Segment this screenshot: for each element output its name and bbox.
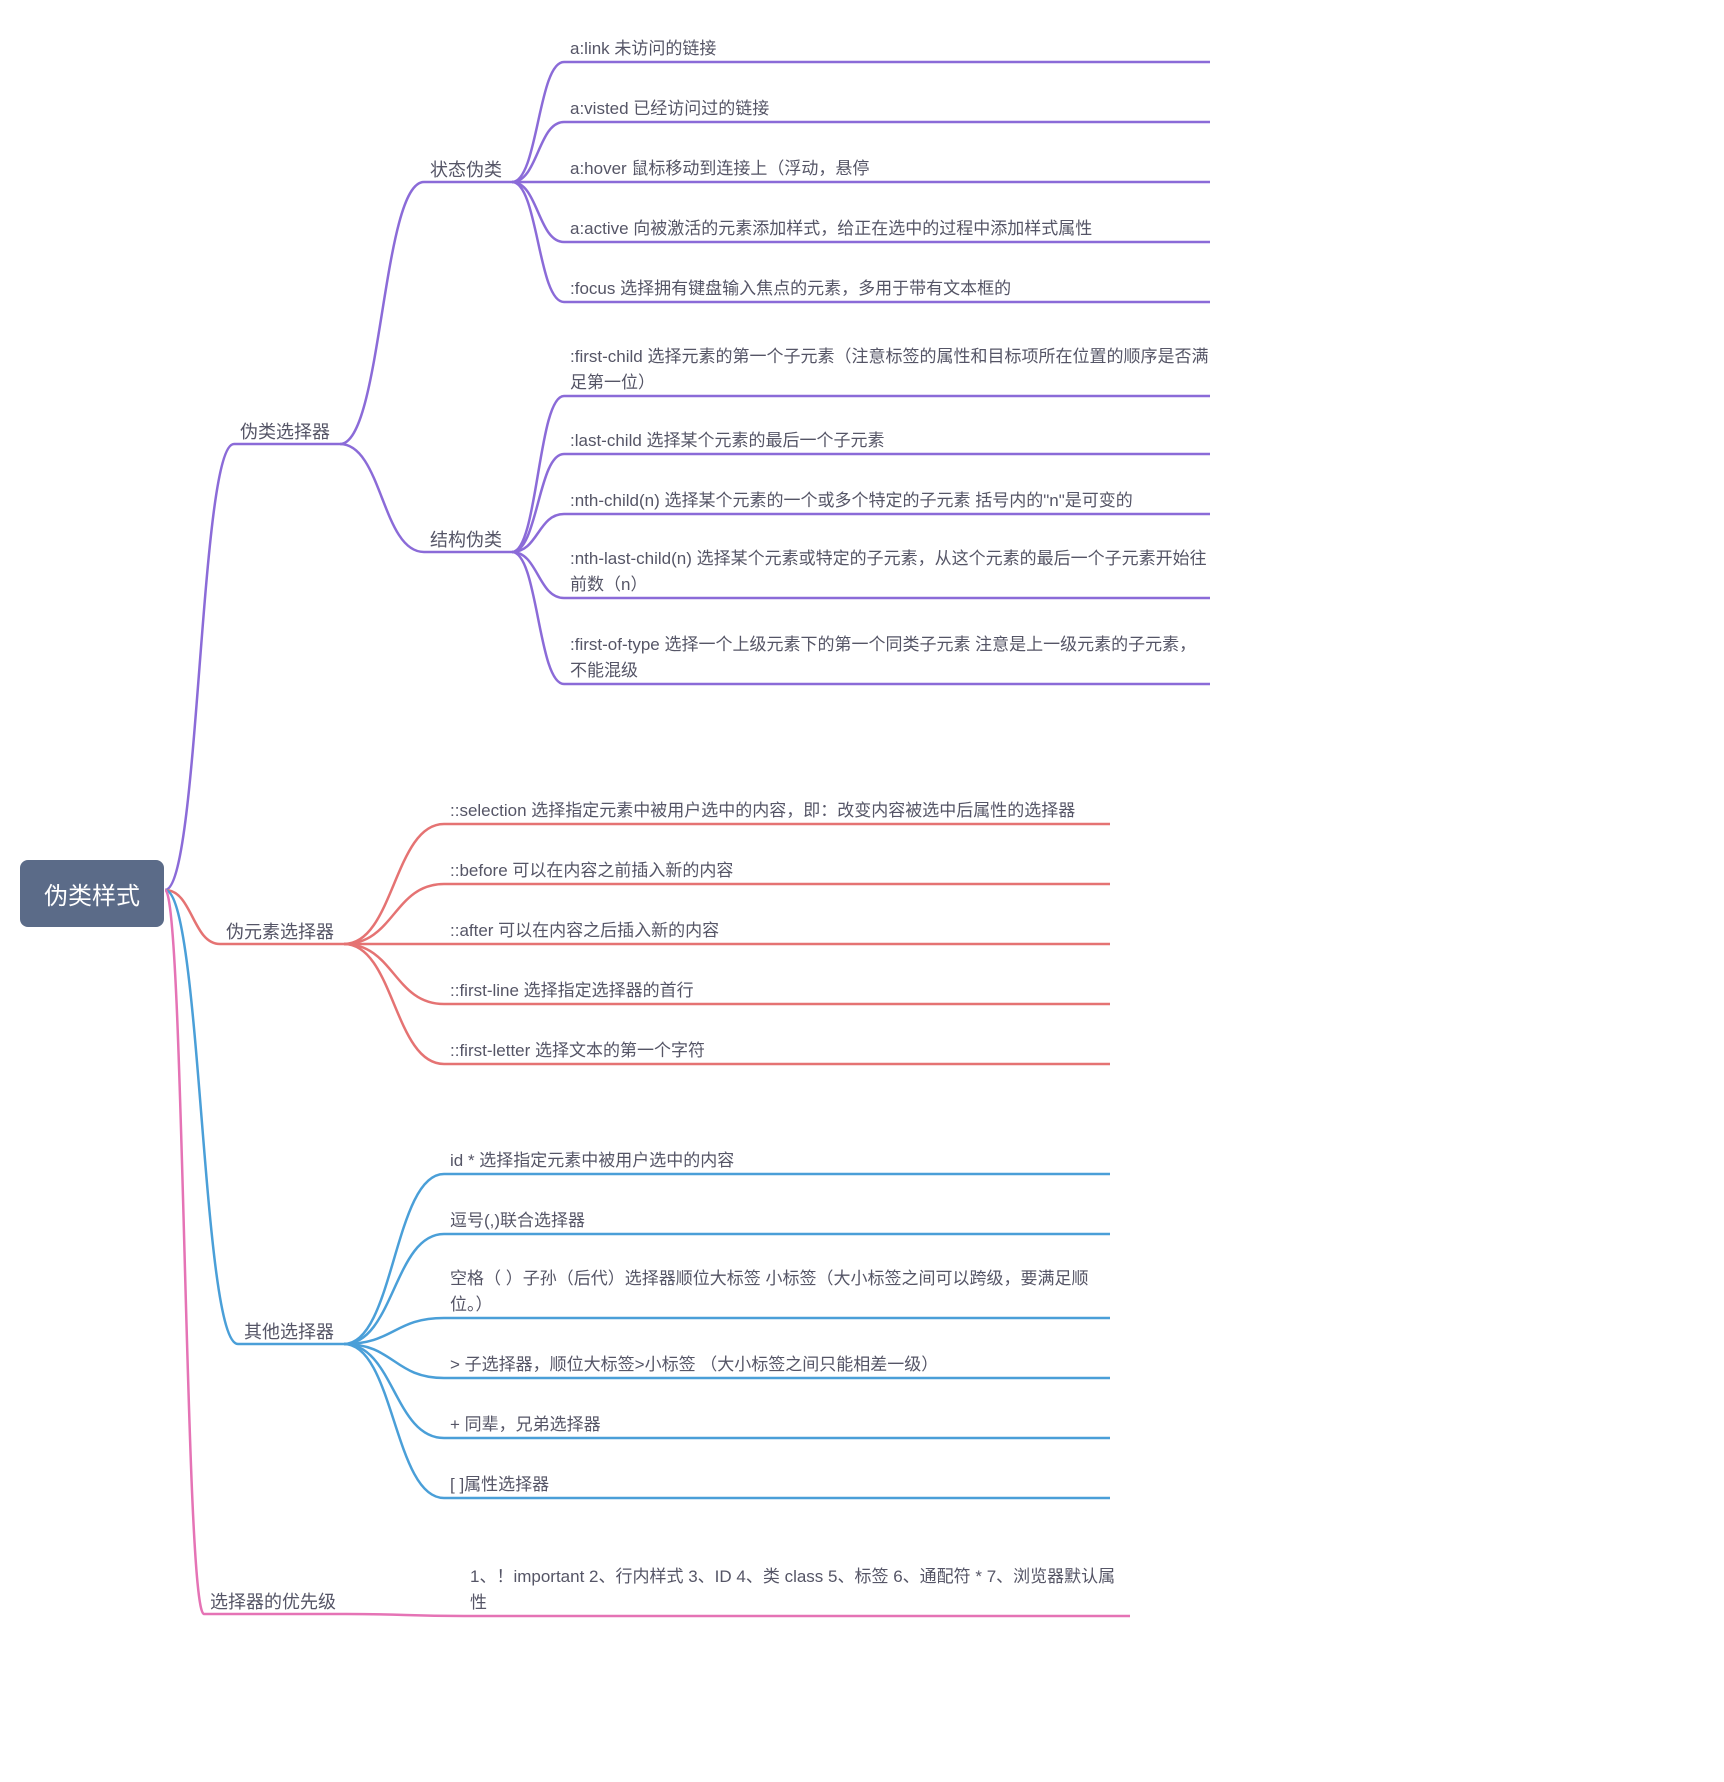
state-pseudo-label: 状态伪类 bbox=[430, 156, 502, 182]
state-pseudo-leaf-0: a:link 未访问的链接 bbox=[570, 36, 716, 62]
other-selector-label: 其他选择器 bbox=[244, 1318, 334, 1344]
other-selector-leaf-3: > 子选择器，顺位大标签>小标签 （大小标签之间只能相差一级） bbox=[450, 1352, 938, 1378]
other-selector-leaf-0: id * 选择指定元素中被用户选中的内容 bbox=[450, 1148, 734, 1174]
priority-leaf-0: 1、！important 2、行内样式 3、ID 4、类 class 5、标签 … bbox=[470, 1564, 1130, 1615]
pseudo-element-leaf-3: ::first-line 选择指定选择器的首行 bbox=[450, 978, 694, 1004]
struct-pseudo-leaf-1: :last-child 选择某个元素的最后一个子元素 bbox=[570, 428, 885, 454]
struct-pseudo-leaf-2: :nth-child(n) 选择某个元素的一个或多个特定的子元素 括号内的"n"… bbox=[570, 488, 1133, 514]
state-pseudo-leaf-3: a:active 向被激活的元素添加样式，给正在选中的过程中添加样式属性 bbox=[570, 216, 1092, 242]
other-selector-leaf-5: [ ]属性选择器 bbox=[450, 1472, 549, 1498]
struct-pseudo-leaf-0: :first-child 选择元素的第一个子元素（注意标签的属性和目标项所在位置… bbox=[570, 344, 1210, 395]
other-selector-leaf-2: 空格（ ）子孙（后代）选择器顺位大标签 小标签（大小标签之间可以跨级，要满足顺位… bbox=[450, 1266, 1110, 1317]
root-label: 伪类样式 bbox=[44, 883, 140, 910]
other-selector-leaf-4: + 同辈，兄弟选择器 bbox=[450, 1412, 601, 1438]
state-pseudo-leaf-1: a:visted 已经访问过的链接 bbox=[570, 96, 769, 122]
pseudo-class-label: 伪类选择器 bbox=[240, 418, 330, 444]
state-pseudo-leaf-2: a:hover 鼠标移动到连接上（浮动，悬停 bbox=[570, 156, 869, 182]
other-selector-leaf-1: 逗号(,)联合选择器 bbox=[450, 1208, 585, 1234]
struct-pseudo-leaf-4: :first-of-type 选择一个上级元素下的第一个同类子元素 注意是上一级… bbox=[570, 632, 1210, 683]
state-pseudo-leaf-4: :focus 选择拥有键盘输入焦点的元素，多用于带有文本框的 bbox=[570, 276, 1011, 302]
pseudo-element-leaf-0: ::selection 选择指定元素中被用户选中的内容，即：改变内容被选中后属性… bbox=[450, 798, 1075, 824]
struct-pseudo-leaf-3: :nth-last-child(n) 选择某个元素或特定的子元素，从这个元素的最… bbox=[570, 546, 1210, 597]
pseudo-element-leaf-2: ::after 可以在内容之后插入新的内容 bbox=[450, 918, 719, 944]
root-node: 伪类样式 bbox=[20, 860, 164, 927]
pseudo-element-label: 伪元素选择器 bbox=[226, 918, 334, 944]
struct-pseudo-label: 结构伪类 bbox=[430, 526, 502, 552]
pseudo-element-leaf-4: ::first-letter 选择文本的第一个字符 bbox=[450, 1038, 705, 1064]
priority-label: 选择器的优先级 bbox=[210, 1588, 336, 1614]
pseudo-element-leaf-1: ::before 可以在内容之前插入新的内容 bbox=[450, 858, 733, 884]
mindmap-svg bbox=[0, 0, 1724, 1782]
